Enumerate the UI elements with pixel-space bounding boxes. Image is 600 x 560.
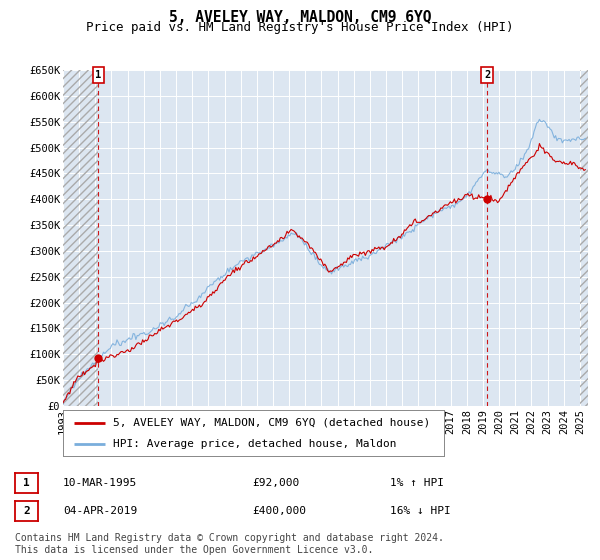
Text: £400,000: £400,000 [252,506,306,516]
Text: 1% ↑ HPI: 1% ↑ HPI [390,478,444,488]
Text: 1: 1 [23,478,30,488]
Text: 2: 2 [23,506,30,516]
Text: 5, AVELEY WAY, MALDON, CM9 6YQ: 5, AVELEY WAY, MALDON, CM9 6YQ [169,10,431,25]
Bar [63,70,98,406]
Text: 04-APR-2019: 04-APR-2019 [63,506,137,516]
Text: 2: 2 [484,70,490,80]
Text: Price paid vs. HM Land Registry's House Price Index (HPI): Price paid vs. HM Land Registry's House … [86,21,514,34]
Text: 16% ↓ HPI: 16% ↓ HPI [390,506,451,516]
Text: 5, AVELEY WAY, MALDON, CM9 6YQ (detached house): 5, AVELEY WAY, MALDON, CM9 6YQ (detached… [113,418,430,428]
Text: HPI: Average price, detached house, Maldon: HPI: Average price, detached house, Mald… [113,439,396,449]
Text: £92,000: £92,000 [252,478,299,488]
Text: Contains HM Land Registry data © Crown copyright and database right 2024.
This d: Contains HM Land Registry data © Crown c… [15,533,444,555]
Text: 1: 1 [95,70,101,80]
Bar [580,70,588,406]
Text: 10-MAR-1995: 10-MAR-1995 [63,478,137,488]
